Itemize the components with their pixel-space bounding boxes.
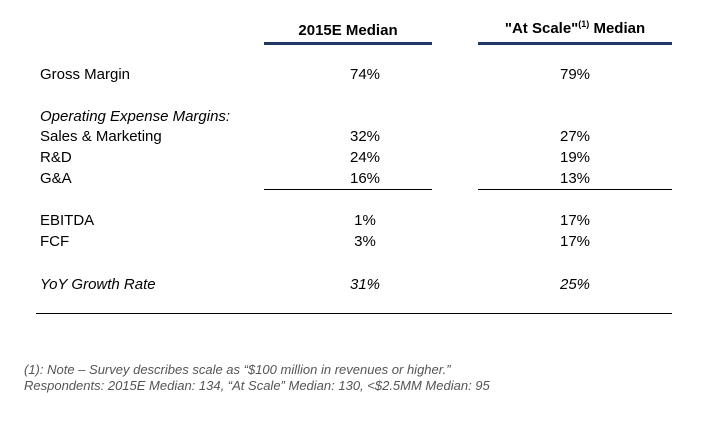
row-label-fcf: FCF [40, 233, 70, 250]
value-rnd-2015e: 24% [349, 149, 381, 166]
subtotal-rule-col1 [264, 189, 432, 190]
value-fcf-at-scale: 17% [559, 233, 591, 250]
value-sales-marketing-at-scale: 27% [559, 128, 591, 145]
row-label-rnd: R&D [40, 149, 72, 166]
section-heading-opex: Operating Expense Margins: [40, 108, 231, 125]
value-ebitda-at-scale: 17% [559, 212, 591, 229]
value-gross-margin-at-scale: 79% [559, 66, 591, 83]
value-yoy-growth-2015e: 31% [349, 276, 381, 293]
row-label-sales-marketing: Sales & Marketing [40, 128, 162, 145]
table-bottom-rule [36, 313, 672, 314]
header-2015e-label: 2015E Median [298, 22, 398, 39]
row-label-gross-margin: Gross Margin [40, 66, 131, 83]
header-rule-col1 [264, 42, 432, 45]
row-label-gna: G&A [40, 170, 72, 187]
row-label-ebitda: EBITDA [40, 212, 95, 229]
header-at-scale-median: "At Scale"(1) Median [478, 19, 672, 38]
value-gross-margin-2015e: 74% [349, 66, 381, 83]
subtotal-rule-col2 [478, 189, 672, 190]
value-fcf-2015e: 3% [354, 233, 376, 250]
footnote-respondents: Respondents: 2015E Median: 134, “At Scal… [24, 378, 490, 393]
header-at-scale-post: Median [589, 20, 646, 37]
value-gna-at-scale: 13% [559, 170, 591, 187]
header-footnote-marker: (1) [578, 19, 590, 29]
header-2015e-median: 2015E Median [264, 22, 432, 39]
row-label-yoy-growth: YoY Growth Rate [40, 276, 156, 293]
header-rule-col2 [478, 42, 672, 45]
header-at-scale-pre: "At Scale" [504, 20, 579, 37]
value-rnd-at-scale: 19% [559, 149, 591, 166]
value-ebitda-2015e: 1% [354, 212, 376, 229]
value-sales-marketing-2015e: 32% [349, 128, 381, 145]
footnote-scale-definition: (1): Note – Survey describes scale as “$… [24, 362, 451, 377]
value-yoy-growth-at-scale: 25% [559, 276, 591, 293]
value-gna-2015e: 16% [349, 170, 381, 187]
